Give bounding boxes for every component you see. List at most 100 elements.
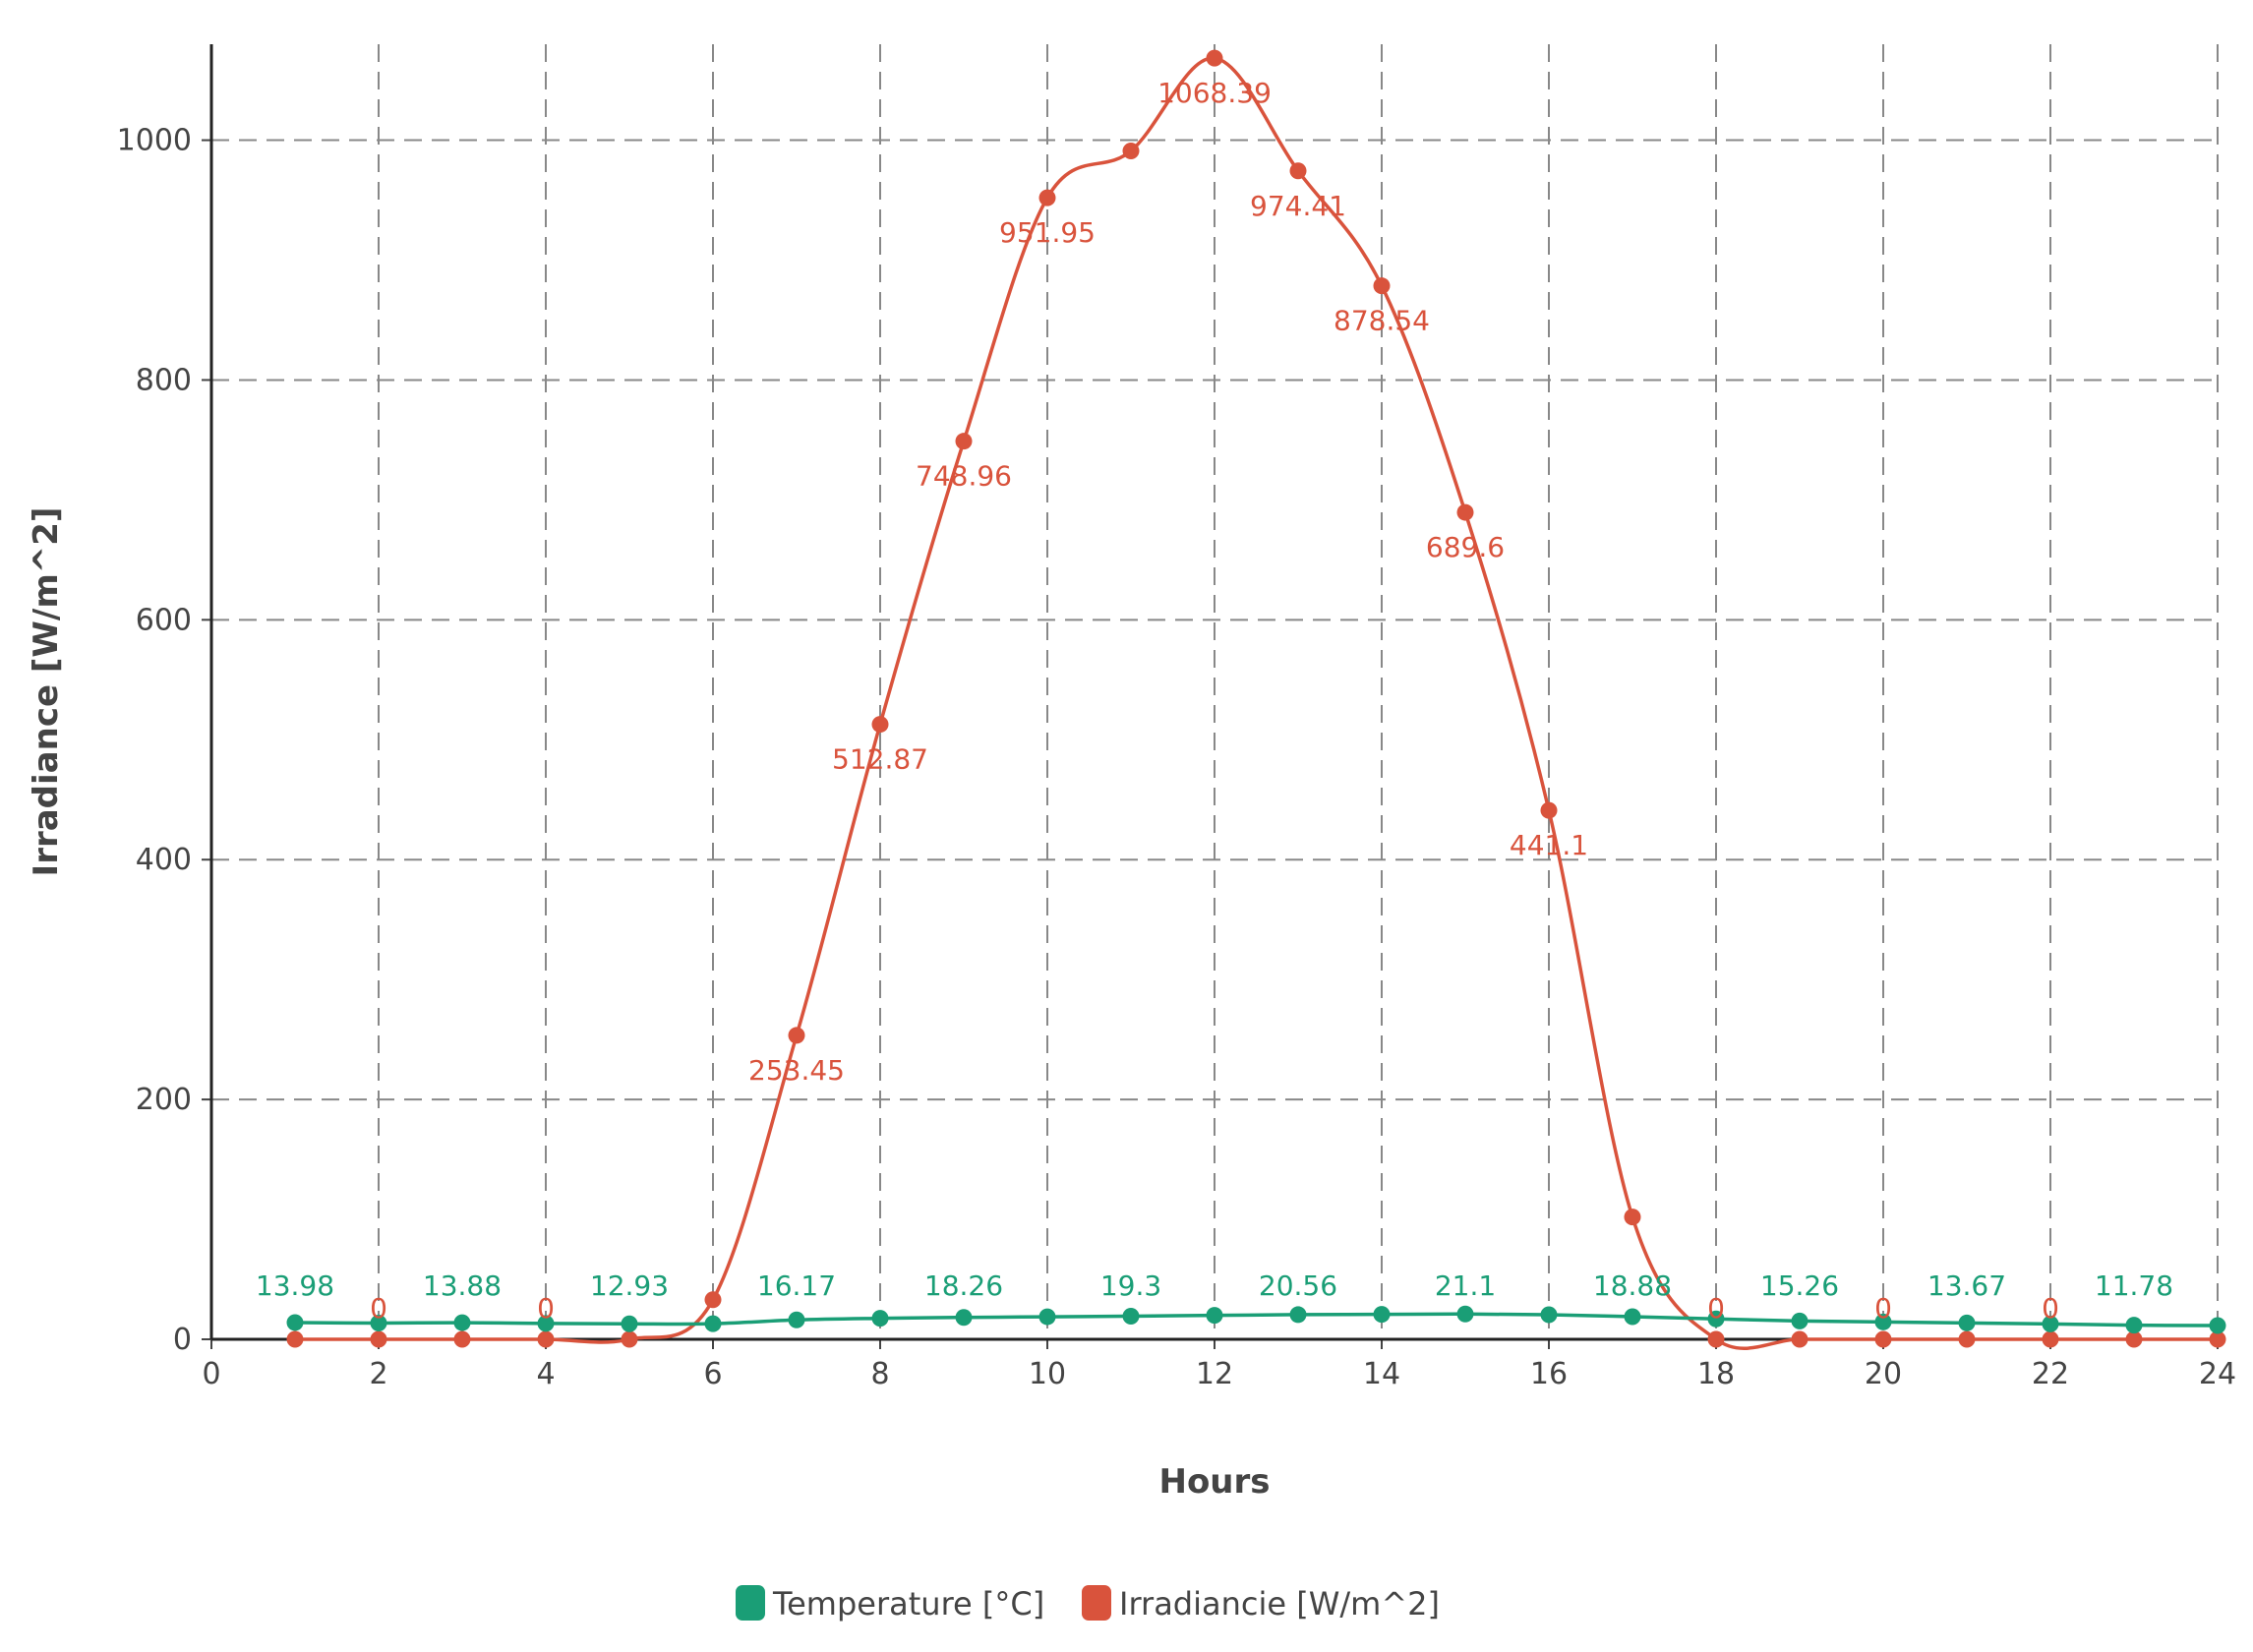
data-point-temperature[interactable] <box>788 1311 805 1328</box>
data-label-irradiance: 0 <box>537 1292 555 1325</box>
data-point-temperature[interactable] <box>621 1315 638 1332</box>
data-point-irradiance[interactable] <box>788 1027 805 1044</box>
data-point-irradiance[interactable] <box>871 716 889 734</box>
x-axis-title: Hours <box>1158 1462 1270 1502</box>
x-tick-label: 10 <box>1029 1357 1066 1391</box>
data-label-temperature: 13.98 <box>256 1269 334 1302</box>
data-point-temperature[interactable] <box>1373 1306 1391 1324</box>
data-label-temperature: 21.1 <box>1435 1269 1496 1302</box>
data-point-irradiance[interactable] <box>537 1330 555 1348</box>
data-label-irradiance: 689.6 <box>1426 531 1505 563</box>
data-point-temperature[interactable] <box>1289 1306 1307 1324</box>
data-point-temperature[interactable] <box>1624 1308 1641 1326</box>
data-point-temperature[interactable] <box>1122 1307 1140 1325</box>
data-point-temperature[interactable] <box>1874 1313 1892 1330</box>
series-line-temperature <box>294 1312 2219 1328</box>
data-point-irradiance[interactable] <box>1122 143 1140 160</box>
data-point-temperature[interactable] <box>1206 1307 1223 1325</box>
x-tick-label: 18 <box>1697 1357 1735 1391</box>
x-tick-label: 20 <box>1865 1357 1902 1391</box>
data-label-irradiance: 253.45 <box>748 1054 845 1087</box>
data-point-irradiance[interactable] <box>1624 1209 1641 1226</box>
data-label-irradiance: 748.96 <box>916 460 1012 493</box>
data-point-temperature[interactable] <box>704 1315 722 1332</box>
data-point-temperature[interactable] <box>955 1309 973 1327</box>
x-tick-label: 0 <box>202 1357 220 1391</box>
data-point-irradiance[interactable] <box>1874 1330 1892 1348</box>
data-label-irradiance: 0 <box>370 1292 387 1325</box>
legend-item-temperature[interactable]: Temperature [°C] <box>736 1585 1044 1622</box>
x-tick-label: 2 <box>369 1357 387 1391</box>
x-tick-label: 4 <box>536 1357 555 1391</box>
data-label-irradiance: 878.54 <box>1334 305 1430 337</box>
data-point-irradiance[interactable] <box>1707 1330 1725 1348</box>
data-label-irradiance: 0 <box>1707 1292 1725 1325</box>
x-tick-label: 16 <box>1530 1357 1568 1391</box>
legend-label-irradiance: Irradiancie [W/m^2] <box>1119 1585 1440 1622</box>
data-point-irradiance[interactable] <box>1791 1330 1808 1348</box>
data-point-irradiance[interactable] <box>955 433 973 450</box>
data-label-temperature: 13.67 <box>1927 1269 2006 1302</box>
data-point-irradiance[interactable] <box>621 1330 638 1348</box>
data-label-irradiance: 0 <box>1874 1292 1892 1325</box>
series-layer <box>286 49 2226 1350</box>
data-point-temperature[interactable] <box>286 1314 304 1331</box>
data-label-irradiance: 951.95 <box>999 216 1096 249</box>
data-point-irradiance[interactable] <box>1289 162 1307 180</box>
data-point-temperature[interactable] <box>1958 1314 1976 1331</box>
data-point-irradiance[interactable] <box>2125 1330 2143 1348</box>
data-label-irradiance: 974.41 <box>1250 190 1346 222</box>
data-point-irradiance[interactable] <box>1456 503 1474 521</box>
data-point-temperature[interactable] <box>2209 1317 2226 1334</box>
data-point-irradiance[interactable] <box>1373 277 1391 295</box>
data-label-irradiance: 0 <box>2042 1292 2059 1325</box>
data-label-temperature: 13.88 <box>423 1269 502 1302</box>
data-point-temperature[interactable] <box>1038 1308 1056 1326</box>
legend: Temperature [°C] Irradiancie [W/m^2] <box>736 1585 1440 1622</box>
data-point-irradiance[interactable] <box>286 1330 304 1348</box>
data-point-temperature[interactable] <box>370 1315 387 1332</box>
legend-swatch-irradiance <box>1082 1585 1111 1621</box>
data-label-irradiance: 441.1 <box>1510 829 1588 861</box>
data-label-temperature: 19.3 <box>1100 1269 1161 1302</box>
y-axis-title: Irradiance [W/m^2] <box>27 507 66 877</box>
grid-lines <box>211 44 2219 1339</box>
data-point-temperature[interactable] <box>2042 1315 2059 1332</box>
data-point-temperature[interactable] <box>2125 1317 2143 1334</box>
y-tick-label: 400 <box>136 843 192 877</box>
data-label-temperature: 20.56 <box>1259 1269 1337 1302</box>
data-label-temperature: 16.17 <box>757 1269 836 1302</box>
data-point-temperature[interactable] <box>1456 1305 1474 1323</box>
series-line-irradiance <box>294 56 2218 1350</box>
data-point-irradiance[interactable] <box>1038 189 1056 206</box>
data-point-irradiance[interactable] <box>453 1330 471 1348</box>
x-tick-label: 22 <box>2032 1357 2069 1391</box>
data-point-temperature[interactable] <box>1707 1310 1725 1328</box>
data-point-temperature[interactable] <box>1791 1312 1808 1329</box>
data-label-temperature: 18.88 <box>1593 1269 1672 1302</box>
data-label-temperature: 15.26 <box>1760 1269 1839 1302</box>
data-point-irradiance[interactable] <box>1958 1330 1976 1348</box>
data-point-irradiance[interactable] <box>1540 801 1558 819</box>
x-tick-label: 24 <box>2199 1357 2236 1391</box>
data-point-temperature[interactable] <box>453 1314 471 1331</box>
data-point-irradiance[interactable] <box>2042 1330 2059 1348</box>
data-label-temperature: 18.26 <box>924 1269 1003 1302</box>
data-point-irradiance[interactable] <box>2209 1330 2226 1348</box>
data-labels: 0 0 253.45 512.87 748.96 951.95 1068.39 974.41 8… <box>256 77 2173 1325</box>
data-label-irradiance: 1068.39 <box>1157 77 1272 109</box>
data-point-irradiance[interactable] <box>1206 49 1223 67</box>
y-tick-label: 800 <box>136 363 192 397</box>
data-point-irradiance[interactable] <box>704 1291 722 1309</box>
data-label-temperature: 12.93 <box>590 1269 669 1302</box>
data-point-temperature[interactable] <box>1540 1306 1558 1324</box>
data-point-irradiance[interactable] <box>370 1330 387 1348</box>
x-tick-label: 8 <box>870 1357 889 1391</box>
legend-item-irradiance[interactable]: Irradiancie [W/m^2] <box>1082 1585 1440 1622</box>
data-point-temperature[interactable] <box>871 1310 889 1328</box>
legend-label-temperature: Temperature [°C] <box>772 1585 1044 1622</box>
data-label-temperature: 11.78 <box>2095 1269 2173 1302</box>
data-point-temperature[interactable] <box>537 1315 555 1332</box>
